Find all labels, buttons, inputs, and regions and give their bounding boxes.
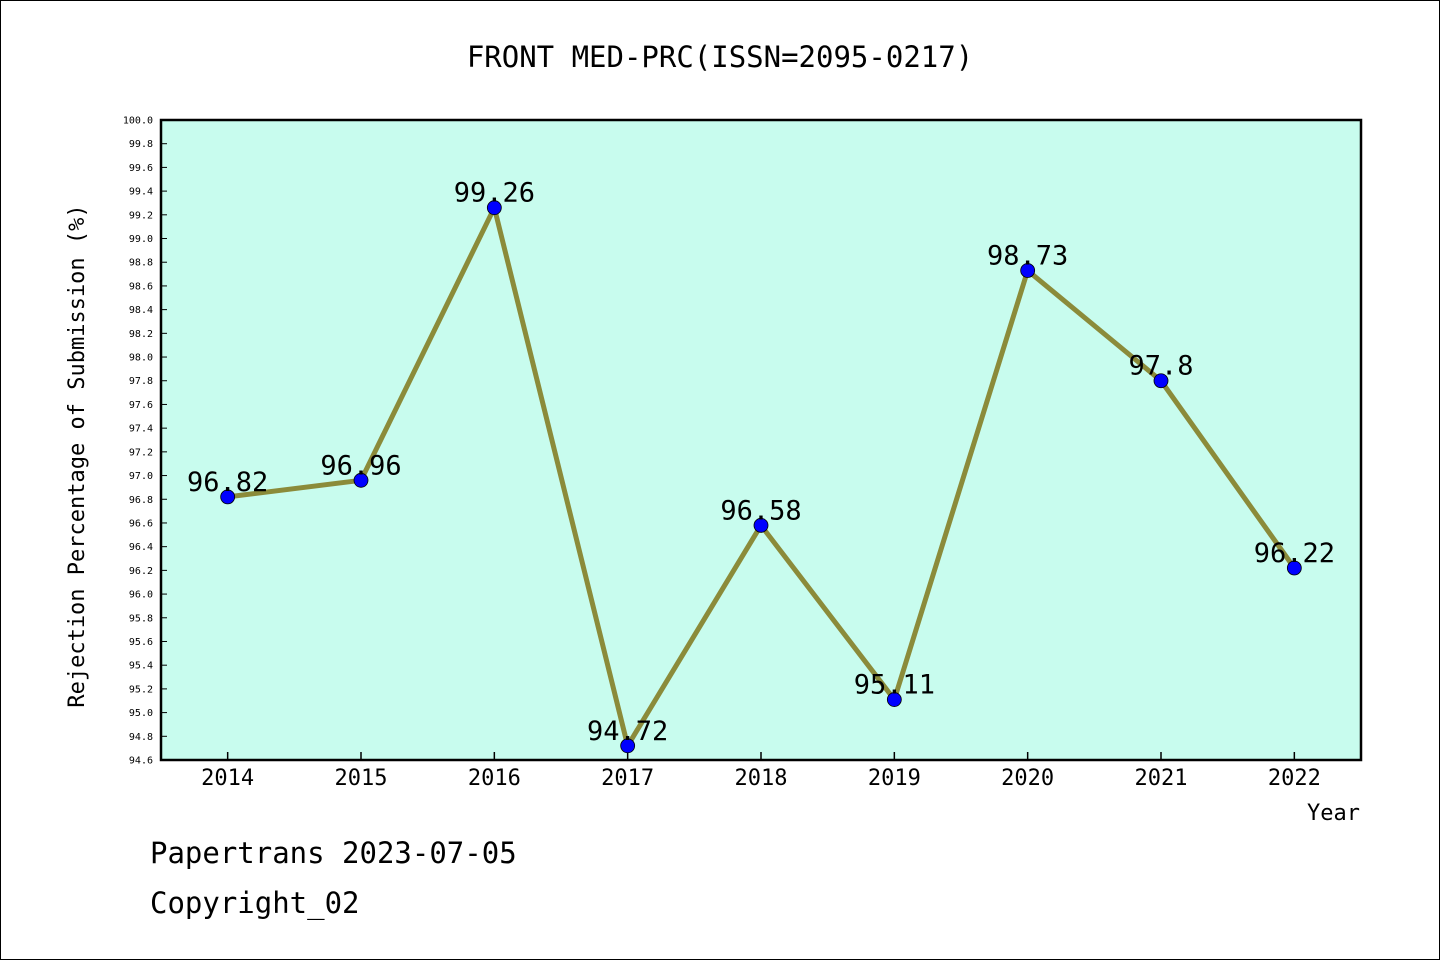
y-axis-ticks: 94.6 94.8 95.0 95.2 95.4 95.6 95.8 96.0 96.2 96.4… <box>123 116 167 767</box>
data-label: 94.72 <box>587 716 668 747</box>
y-tick-label: 96.8 <box>129 495 153 506</box>
y-tick-label: 95.2 <box>129 684 153 695</box>
data-label: 99.26 <box>454 178 535 209</box>
y-tick-label: 97.0 <box>129 471 153 482</box>
data-label: 98.73 <box>987 241 1068 272</box>
y-tick-label: 97.8 <box>129 376 153 387</box>
data-label: 96.22 <box>1254 538 1335 569</box>
x-tick-label: 2017 <box>601 766 654 791</box>
x-tick-label: 2021 <box>1135 766 1188 791</box>
footer-date: Papertrans 2023-07-05 <box>150 836 517 870</box>
y-tick-label: 98.6 <box>129 281 153 292</box>
x-axis-label: Year <box>1307 801 1360 826</box>
data-point <box>1153 373 1169 389</box>
data-point <box>353 472 369 488</box>
y-tick-label: 96.2 <box>129 566 153 577</box>
data-point <box>220 489 236 505</box>
x-tick-label: 2016 <box>468 766 521 791</box>
y-tick-label: 98.2 <box>129 329 153 340</box>
y-tick-label: 99.2 <box>129 210 153 221</box>
data-label: 97.8 <box>1128 351 1193 382</box>
x-tick-label: 2020 <box>1001 766 1054 791</box>
x-tick-label: 2014 <box>201 766 254 791</box>
y-tick-label: 95.8 <box>129 613 153 624</box>
x-tick-label: 2015 <box>335 766 388 791</box>
y-axis-label: Rejection Percentage of Submission (%) <box>65 204 90 707</box>
y-tick-label: 97.2 <box>129 447 153 458</box>
x-tick-label: 2018 <box>735 766 788 791</box>
data-label: 95.11 <box>854 670 935 701</box>
y-tick-label: 96.0 <box>129 590 153 601</box>
data-markers <box>220 200 1302 754</box>
y-tick-label: 98.8 <box>129 258 153 269</box>
data-point <box>486 200 502 216</box>
footer-copyright: Copyright_02 <box>150 886 360 920</box>
y-tick-label: 97.4 <box>129 424 153 435</box>
data-labels: 96.82 96.96 99.26 94.72 96.58 95.11 98.73 97.8 9… <box>187 178 1335 747</box>
data-label: 96.96 <box>320 450 401 481</box>
data-label: 96.58 <box>720 495 801 526</box>
y-tick-label: 95.6 <box>129 637 153 648</box>
data-point <box>1286 560 1302 576</box>
y-tick-label: 99.4 <box>129 187 153 198</box>
y-tick-label: 96.6 <box>129 518 153 529</box>
y-tick-label: 100.0 <box>123 116 153 127</box>
y-tick-label: 94.6 <box>129 756 153 767</box>
data-point <box>1020 263 1036 278</box>
data-point <box>753 517 769 533</box>
y-tick-label: 94.8 <box>129 732 153 743</box>
y-tick-label: 95.0 <box>129 708 153 719</box>
y-tick-label: 98.4 <box>129 305 153 316</box>
y-tick-label: 97.6 <box>129 400 153 411</box>
chart-title: FRONT MED-PRC(ISSN=2095-0217) <box>467 40 973 74</box>
x-tick-label: 2019 <box>868 766 921 791</box>
data-point <box>620 738 636 754</box>
y-tick-label: 99.6 <box>129 163 153 174</box>
plot-area <box>159 118 1363 762</box>
data-point <box>886 692 902 707</box>
y-tick-label: 98.0 <box>129 353 153 364</box>
y-tick-label: 96.4 <box>129 542 153 553</box>
y-tick-label: 95.4 <box>129 661 153 672</box>
y-tick-label: 99.0 <box>129 234 153 245</box>
y-tick-label: 99.8 <box>129 139 153 150</box>
x-axis-ticks: 2014 2015 2016 2017 2018 2019 2020 2021 2022 <box>201 752 1321 791</box>
data-label: 96.82 <box>187 467 268 498</box>
x-tick-label: 2022 <box>1268 766 1321 791</box>
